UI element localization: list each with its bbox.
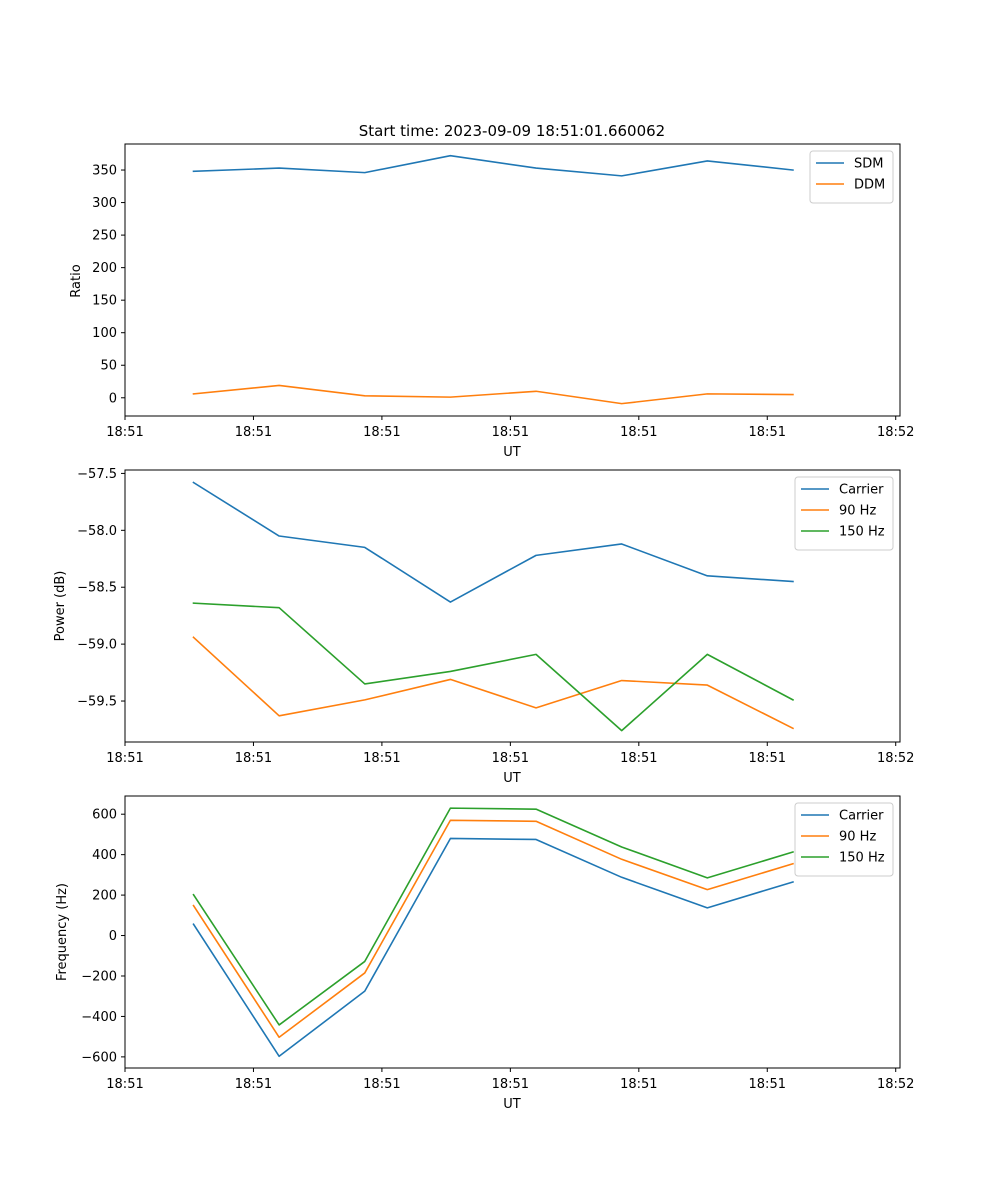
- ratio-x-tick-label: 18:51: [749, 425, 786, 440]
- ratio-y-tick-label: 350: [92, 164, 117, 179]
- frequency-series-carrier-line: [192, 837, 794, 1058]
- frequency-panel-frame: [124, 795, 901, 1069]
- power-x-tick-label: 18:51: [492, 751, 529, 766]
- frequency-legend-label: 150 Hz: [839, 851, 885, 866]
- frequency-legend-label: 90 Hz: [839, 830, 876, 845]
- frequency-series-90-hz-line: [192, 819, 794, 1039]
- frequency-y-tick-label: 200: [92, 889, 117, 904]
- frequency-panel-xlabel: UT: [503, 1097, 521, 1112]
- frequency-x-tick-label: 18:51: [492, 1077, 529, 1092]
- power-y-tick-label: −57.5: [77, 467, 117, 482]
- frequency-series-150-hz-line: [192, 807, 794, 1026]
- power-legend-label: 150 Hz: [839, 525, 885, 540]
- power-y-tick-label: −58.5: [77, 581, 117, 596]
- power-x-tick-label: 18:51: [620, 751, 657, 766]
- ratio-legend: [809, 150, 894, 204]
- frequency-y-tick-label: −200: [81, 969, 117, 984]
- ratio-y-tick-label: 300: [92, 196, 117, 211]
- frequency-y-tick-label: 400: [92, 848, 117, 863]
- ratio-x-tick-label: 18:51: [106, 425, 143, 440]
- frequency-y-tick-label: −400: [81, 1010, 117, 1025]
- ratio-y-tick-label: 150: [92, 294, 117, 309]
- ratio-series-sdm-line: [192, 154, 794, 177]
- frequency-panel: 18:51 18:51 18:51 18:51 18:51 18:51 18:52 −600…: [55, 795, 914, 1112]
- power-legend-label: Carrier: [839, 483, 884, 498]
- power-y-tick-label: −58.0: [77, 524, 117, 539]
- ratio-x-tick-label: 18:51: [492, 425, 529, 440]
- ratio-x-tick-label: 18:51: [620, 425, 657, 440]
- power-panel-frame: [124, 469, 901, 743]
- frequency-x-tick-label: 18:51: [620, 1077, 657, 1092]
- power-panel-ylabel: Power (dB): [53, 571, 68, 642]
- power-panel: 18:51 18:51 18:51 18:51 18:51 18:51 18:52 −59.…: [53, 467, 914, 786]
- ratio-panel-ylabel: Ratio: [69, 264, 84, 297]
- frequency-x-tick-label: 18:51: [363, 1077, 400, 1092]
- ratio-x-tick-label: 18:52: [877, 425, 914, 440]
- power-series-150-hz-line: [192, 602, 795, 732]
- power-x-tick-label: 18:51: [363, 751, 400, 766]
- ratio-panel-xlabel: UT: [503, 445, 521, 460]
- power-legend-label: 90 Hz: [839, 504, 876, 519]
- power-panel-xlabel: UT: [503, 771, 521, 786]
- ratio-series-ddm-line: [192, 384, 794, 405]
- frequency-y-tick-label: −600: [81, 1050, 117, 1065]
- ratio-legend-label: DDM: [854, 178, 885, 193]
- power-series-90-hz-line: [192, 636, 795, 730]
- power-x-tick-label: 18:52: [877, 751, 914, 766]
- frequency-legend-label: Carrier: [839, 809, 884, 824]
- frequency-y-tick-label: 0: [109, 929, 117, 944]
- frequency-panel-ylabel: Frequency (Hz): [55, 883, 70, 981]
- power-series-carrier-line: [192, 481, 794, 603]
- ratio-panel: Start time: 2023-09-09 18:51:01.660062 1…: [69, 122, 914, 460]
- ratio-x-tick-label: 18:51: [363, 425, 400, 440]
- ratio-y-tick-label: 50: [100, 359, 117, 374]
- ratio-panel-title: Start time: 2023-09-09 18:51:01.660062: [359, 122, 665, 140]
- frequency-y-tick-label: 600: [92, 808, 117, 823]
- ratio-y-tick-label: 100: [92, 326, 117, 341]
- ratio-y-tick-label: 0: [109, 391, 117, 406]
- frequency-x-tick-label: 18:51: [235, 1077, 272, 1092]
- ratio-x-tick-label: 18:51: [235, 425, 272, 440]
- power-x-tick-label: 18:51: [749, 751, 786, 766]
- power-y-tick-label: −59.5: [77, 695, 117, 710]
- power-x-tick-label: 18:51: [235, 751, 272, 766]
- ratio-y-tick-label: 200: [92, 261, 117, 276]
- power-y-tick-label: −59.0: [77, 638, 117, 653]
- frequency-x-tick-label: 18:51: [749, 1077, 786, 1092]
- power-x-tick-label: 18:51: [106, 751, 143, 766]
- frequency-x-tick-label: 18:52: [877, 1077, 914, 1092]
- ratio-y-tick-label: 250: [92, 229, 117, 244]
- frequency-x-tick-label: 18:51: [106, 1077, 143, 1092]
- ratio-legend-label: SDM: [854, 157, 883, 172]
- ratio-panel-frame: [124, 143, 901, 417]
